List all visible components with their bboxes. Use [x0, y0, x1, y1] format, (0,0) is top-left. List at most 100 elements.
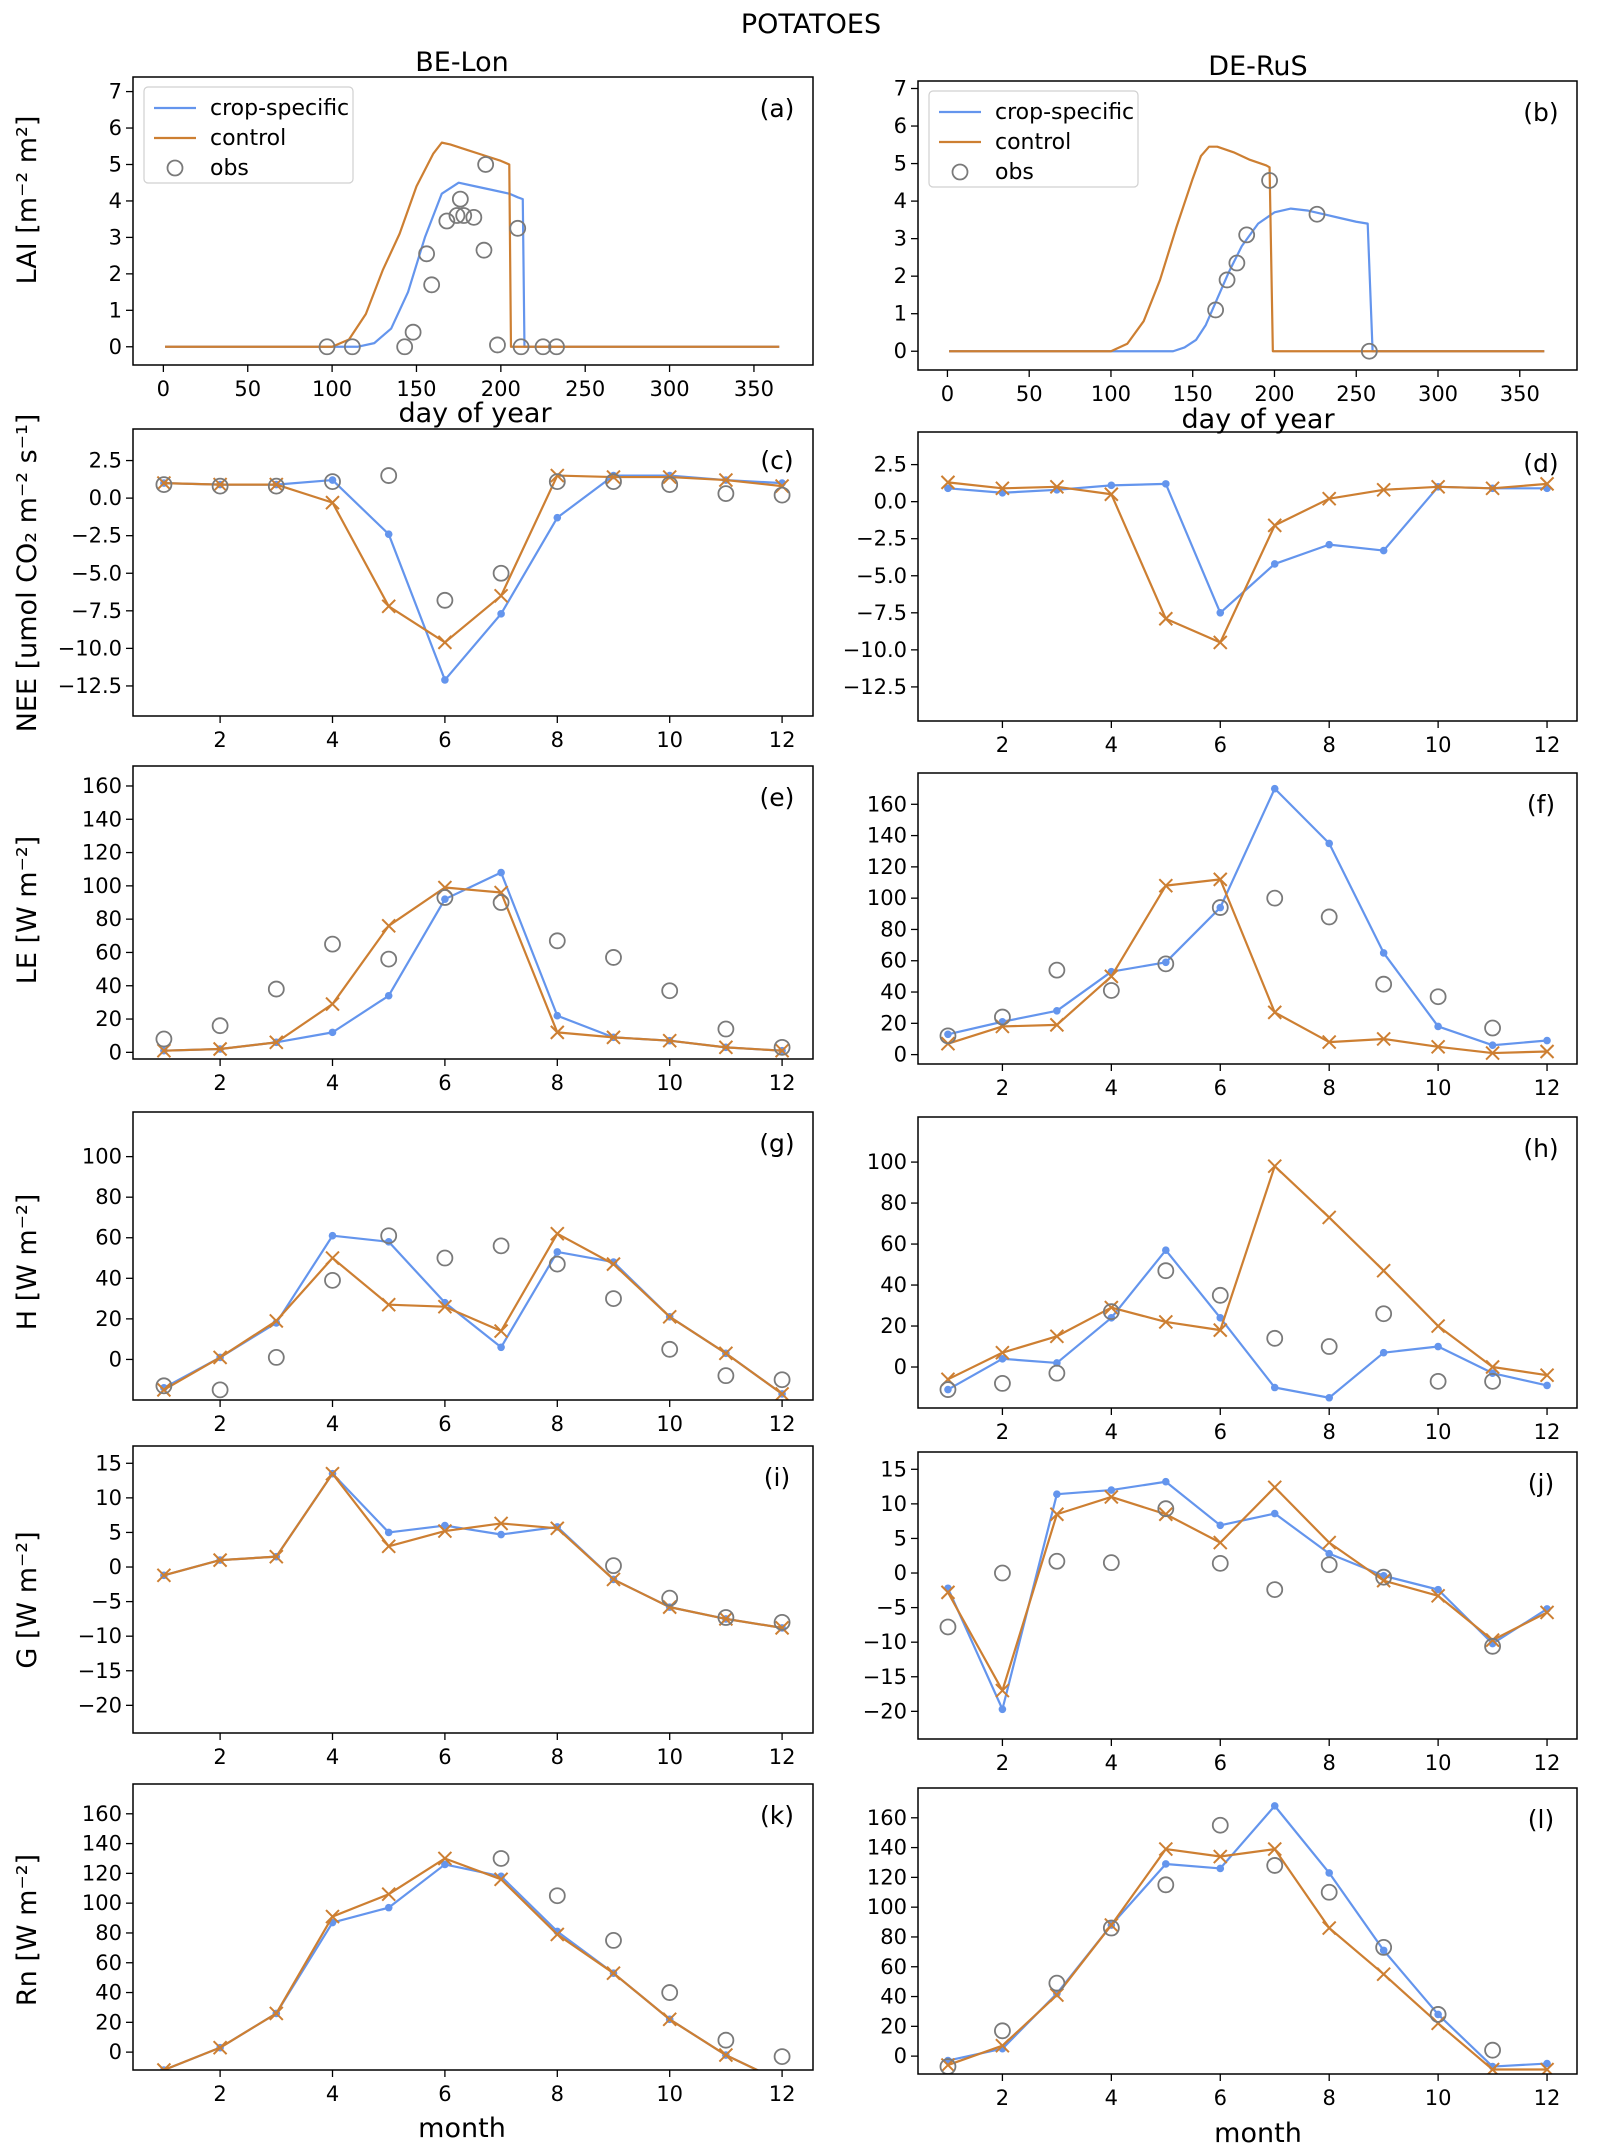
- y-tick-label: 3: [109, 225, 122, 249]
- obs-point: [404, 323, 422, 341]
- obs-point: [605, 949, 622, 966]
- crop-specific-marker: [328, 1231, 337, 1240]
- y-tick-label: 5: [894, 152, 907, 176]
- obs-point: [1228, 254, 1246, 272]
- control-marker: [1158, 878, 1174, 893]
- x-tick-label: 12: [769, 1071, 796, 1095]
- crop-specific-marker: [1216, 609, 1225, 617]
- ylabel-rn: Rn [W m⁻²]: [12, 1854, 43, 2006]
- y-tick-label: 80: [95, 907, 122, 931]
- x-tick-label: 50: [234, 377, 261, 401]
- control-marker: [1213, 1535, 1228, 1550]
- y-tick-label: 60: [95, 1951, 122, 1975]
- axes-frame: [132, 1445, 814, 1734]
- y-tick-label: 0.0: [874, 490, 907, 514]
- control-marker: [1321, 1920, 1337, 1936]
- x-tick-label: 2: [213, 1412, 226, 1436]
- x-tick-label: 6: [1214, 1751, 1227, 1775]
- crop-specific-line: [947, 1804, 1548, 2068]
- control-line: [163, 1232, 783, 1395]
- x-tick-label: 300: [1418, 382, 1458, 406]
- y-tick-label: 0: [109, 1555, 122, 1579]
- ylabel-h: H [W m⁻²]: [12, 1194, 43, 1331]
- obs-point: [1484, 1372, 1501, 1390]
- control-marker: [662, 1309, 677, 1325]
- control-marker: [493, 1872, 509, 1887]
- obs-point: [548, 473, 566, 490]
- obs-point: [1266, 889, 1284, 907]
- crop-specific-line: [163, 1234, 783, 1395]
- legend-obs-label: obs: [210, 156, 249, 181]
- control-line: [947, 878, 1548, 1055]
- control-marker: [325, 1466, 340, 1481]
- crop-specific-marker: [1379, 1946, 1388, 1955]
- x-tick-label: 2: [213, 2082, 226, 2106]
- x-tick-label: 8: [1323, 1076, 1336, 1100]
- xlabel-doy-right: day of year: [1181, 404, 1335, 435]
- obs-point: [1048, 1552, 1066, 1570]
- x-tick-label: 4: [326, 1412, 339, 1436]
- y-tick-label: 10: [95, 1486, 122, 1510]
- obs-point: [512, 338, 530, 356]
- plot-area-l: [939, 1802, 1555, 2074]
- obs-point: [1484, 1019, 1501, 1037]
- control-line: [163, 886, 783, 1052]
- obs-point: [492, 1850, 510, 1867]
- obs-point: [717, 1367, 735, 1385]
- control-marker: [1376, 1966, 1391, 1982]
- y-tick-label: 140: [82, 1832, 122, 1856]
- y-tick-label: 40: [95, 1981, 122, 2005]
- panel-label: (i): [764, 1463, 790, 1492]
- control-marker: [1267, 1480, 1282, 1495]
- y-tick-label: 20: [880, 1011, 907, 1035]
- panel-h: 2 4 6 8 10 12 0 20 40 60 80 100 (h): [867, 1116, 1578, 1444]
- y-tick-label: 0: [894, 1561, 907, 1585]
- y-tick-label: 140: [82, 807, 122, 831]
- x-tick-label: 100: [1091, 382, 1131, 406]
- y-tick-label: 140: [867, 824, 907, 848]
- x-tick-label: 100: [312, 377, 352, 401]
- crop-specific-marker: [553, 1248, 562, 1256]
- x-tick-label: 10: [656, 1745, 683, 1769]
- x-tick-label: 2: [996, 2086, 1009, 2110]
- panel-d: 2 4 6 8 10 12 2.5 0.0 −2.5 −5.0 −7.5 −10.0 −12.5 (d): [843, 431, 1578, 757]
- y-tick-label: 0: [894, 1043, 907, 1067]
- y-tick-label: 100: [867, 886, 907, 910]
- control-marker: [1430, 1588, 1446, 1604]
- y-tick-label: 80: [95, 1921, 122, 1945]
- control-marker: [1430, 1039, 1446, 1054]
- crop-specific-marker: [1216, 1864, 1225, 1873]
- y-tick-label: 1: [894, 302, 907, 326]
- control-line: [947, 1847, 1548, 2071]
- control-marker: [550, 1927, 565, 1942]
- crop-specific-marker: [384, 991, 393, 1000]
- legend-box: [143, 86, 354, 184]
- control-marker: [1213, 1849, 1228, 1864]
- y-tick-label: 7: [109, 80, 122, 104]
- obs-point: [423, 276, 441, 294]
- panel-i: 2 4 6 8 10 12 15 10 5 0 −5 −10 −15 −20 (i): [78, 1445, 814, 1769]
- axes-frame: [917, 431, 1578, 722]
- y-tick-label: 7: [894, 77, 907, 101]
- y-tick-label: 1: [109, 298, 122, 322]
- crop-specific-marker: [1434, 2010, 1442, 2019]
- control-marker: [325, 996, 340, 1012]
- x-tick-label: 12: [1534, 1076, 1561, 1100]
- plot-area-j: [939, 1477, 1555, 1714]
- crop-specific-marker: [1379, 949, 1388, 957]
- crop-specific-marker: [1325, 1393, 1333, 1402]
- obs-point: [773, 1038, 791, 1056]
- crop-specific-marker: [1543, 1036, 1551, 1045]
- crop-specific-marker: [1270, 1802, 1279, 1810]
- obs-point: [939, 1381, 957, 1398]
- crop-specific-marker: [1107, 481, 1116, 490]
- crop-specific-marker: [497, 610, 505, 618]
- y-tick-label: −2.5: [71, 524, 122, 548]
- control-marker: [212, 1350, 228, 1365]
- x-tick-label: 4: [1105, 1076, 1118, 1100]
- control-marker: [1321, 1034, 1337, 1050]
- obs-point: [605, 473, 622, 490]
- plot-area-g: [155, 1226, 791, 1400]
- panel-label: (h): [1523, 1134, 1558, 1163]
- obs-point: [1266, 1581, 1284, 1599]
